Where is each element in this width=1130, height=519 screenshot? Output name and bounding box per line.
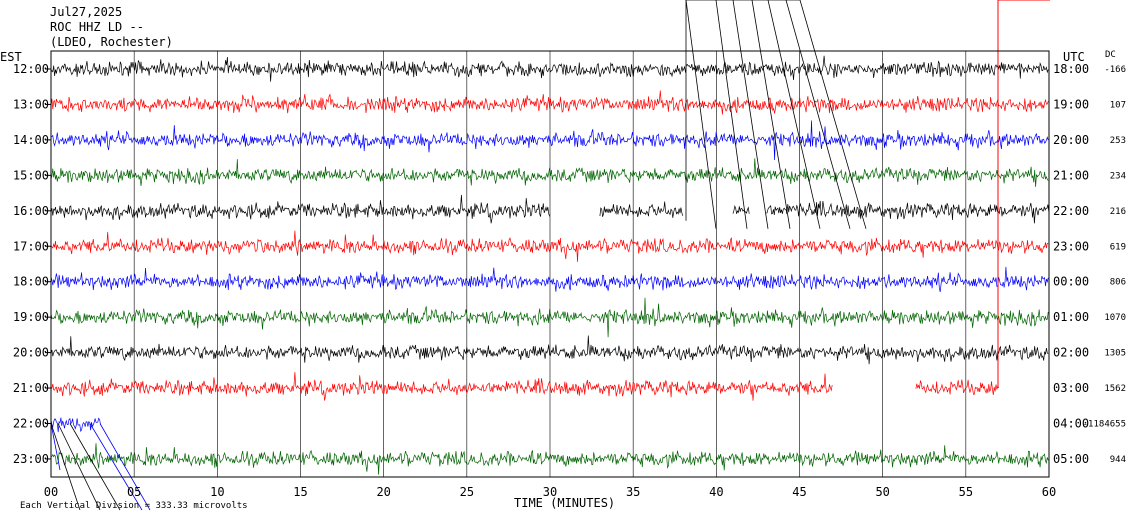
trace-row-2-seg-0	[50, 120, 1049, 161]
utc-label-1: 19:00	[1053, 97, 1089, 111]
est-label-5: 17:00	[13, 239, 49, 253]
dc-label-0: -166	[1104, 65, 1126, 75]
trace-row-11-seg-0	[50, 443, 1049, 475]
dc-label-6: 806	[1110, 278, 1126, 288]
est-label-8: 20:00	[13, 346, 49, 360]
est-label-2: 14:00	[13, 133, 49, 147]
trace-row-4-seg-3	[766, 200, 1050, 224]
utc-axis-label: UTC	[1063, 50, 1085, 64]
x-tick-60: 60	[1042, 485, 1056, 499]
x-tick-40: 40	[709, 485, 723, 499]
est-time-labels: 12:00 13:00 14:00 15:00 16:00 17:00 18:00 19:00…	[13, 62, 51, 466]
bottom-diag-2	[69, 423, 121, 511]
x-tick-55: 55	[959, 485, 973, 499]
x-tick-05: 05	[127, 485, 141, 499]
diagonal-marker-lines	[50, 0, 1050, 511]
trace-row-3-seg-0	[50, 158, 1049, 187]
dc-label-9: 1562	[1104, 384, 1126, 394]
x-tick-25: 25	[460, 485, 474, 499]
trace-row-4-seg-1	[599, 201, 684, 218]
dc-label-8: 1305	[1104, 349, 1126, 359]
seismic-traces	[50, 55, 1050, 475]
dc-label-11: 944	[1110, 455, 1126, 465]
x-tick-30: 30	[543, 485, 557, 499]
utc-label-0: 18:00	[1053, 62, 1089, 76]
est-label-1: 13:00	[13, 97, 49, 111]
utc-label-6: 00:00	[1053, 275, 1089, 289]
trace-row-5-seg-0	[50, 230, 1049, 262]
x-tick-labels: 00 05 10 15 20 25 30 35 40 45 50 55 60	[44, 485, 1056, 499]
bottom-diag-1	[57, 423, 101, 511]
bottom-diag-5	[50, 423, 61, 471]
x-axis-title: TIME (MINUTES)	[514, 496, 615, 510]
utc-time-labels: 18:00 19:00 20:00 21:00 22:00 23:00 00:00 01:00…	[1053, 62, 1089, 466]
dc-label-10: -1184655	[1083, 420, 1126, 430]
est-label-11: 23:00	[13, 452, 49, 466]
est-label-6: 18:00	[13, 275, 49, 289]
bottom-diag-4	[99, 423, 151, 511]
dc-label-5: 619	[1110, 242, 1126, 252]
marker-diag-0	[685, 0, 717, 229]
dc-label-3: 234	[1110, 171, 1126, 181]
dc-column-label: DC	[1105, 50, 1116, 60]
marker-diag-2	[732, 0, 769, 229]
x-tick-50: 50	[875, 485, 889, 499]
network-label: (LDEO, Rochester)	[50, 35, 173, 49]
utc-label-7: 01:00	[1053, 310, 1089, 324]
dc-label-1: 107	[1110, 100, 1126, 110]
station-label: ROC HHZ LD --	[50, 20, 144, 34]
date-label: Jul27,2025	[50, 5, 122, 19]
x-tick-10: 10	[210, 485, 224, 499]
utc-label-3: 21:00	[1053, 168, 1089, 182]
utc-label-9: 03:00	[1053, 381, 1089, 395]
marker-diag-4	[767, 0, 821, 229]
est-label-4: 16:00	[13, 204, 49, 218]
marker-diag-1	[715, 0, 748, 229]
est-label-9: 21:00	[13, 381, 49, 395]
trace-row-9-seg-0	[50, 372, 833, 401]
est-label-3: 15:00	[13, 168, 49, 182]
trace-row-9-seg-1	[915, 379, 1000, 396]
scale-note: Each Vertical Division = 333.33 microvol…	[20, 501, 248, 511]
trace-row-8-seg-0	[50, 335, 1049, 365]
trace-row-6-seg-0	[50, 266, 1049, 292]
x-tick-20: 20	[376, 485, 390, 499]
bottom-diag-0	[50, 423, 81, 511]
dc-label-2: 253	[1110, 136, 1126, 146]
plot-frame	[50, 50, 1050, 478]
marker-diag-5	[785, 0, 851, 229]
x-tick-45: 45	[792, 485, 806, 499]
trace-row-4-seg-2	[732, 205, 750, 214]
x-tick-00: 00	[44, 485, 58, 499]
utc-label-2: 20:00	[1053, 133, 1089, 147]
x-tick-15: 15	[293, 485, 307, 499]
utc-label-5: 23:00	[1053, 239, 1089, 253]
dc-offset-labels: -166 107 253 234 216 619 806 1070 1305 1562 -11846…	[1083, 65, 1126, 465]
bottom-diag-3	[89, 423, 143, 511]
est-axis-label: EST	[0, 50, 22, 64]
utc-label-11: 05:00	[1053, 452, 1089, 466]
est-label-0: 12:00	[13, 62, 49, 76]
est-label-7: 19:00	[13, 310, 49, 324]
dc-label-7: 1070	[1104, 313, 1126, 323]
x-tick-35: 35	[626, 485, 640, 499]
grid-lines	[133, 51, 967, 477]
dc-label-4: 216	[1110, 207, 1126, 217]
est-label-10: 22:00	[13, 417, 49, 431]
trace-row-0-seg-0	[50, 55, 1049, 82]
marker-diag-6	[799, 0, 867, 229]
trace-row-4-seg-0	[50, 194, 550, 224]
marker-diag-3	[751, 0, 791, 229]
utc-label-4: 22:00	[1053, 204, 1089, 218]
trace-row-1-seg-0	[50, 90, 1049, 115]
trace-row-10-seg-0	[50, 417, 101, 433]
utc-label-10: 04:00	[1053, 417, 1089, 431]
utc-label-8: 02:00	[1053, 346, 1089, 360]
trace-row-7-seg-0	[50, 297, 1049, 338]
